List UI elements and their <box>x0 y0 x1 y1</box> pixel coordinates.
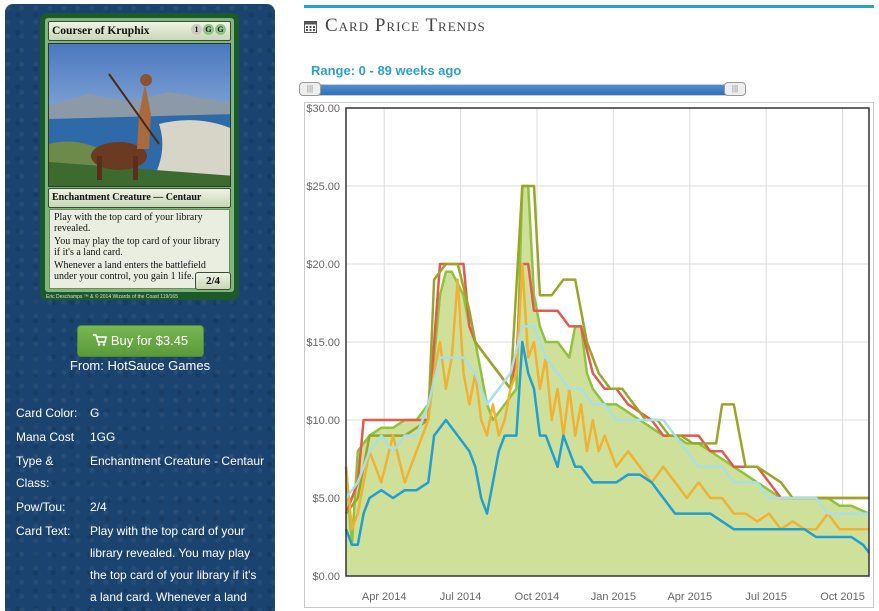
price-chart-frame <box>304 102 874 608</box>
series-area-fill <box>346 186 869 576</box>
mana-symbol-generic: 1 <box>191 24 202 35</box>
info-value: G <box>90 406 100 420</box>
card-frame: Courser of Kruphix 1 G G <box>45 18 234 292</box>
series-line-3 <box>345 184 869 515</box>
info-row-type: Type & Class: Enchantment Creature - Cen… <box>16 450 271 494</box>
info-label: Type & Class: <box>16 454 54 490</box>
card-power-toughness: 2/4 <box>195 272 231 290</box>
info-label: Card Text: <box>16 524 71 538</box>
card-name-bar: Courser of Kruphix 1 G G <box>48 21 231 41</box>
section-title: Card Price Trends <box>304 15 486 39</box>
x-tick-label: Apr 2014 <box>362 591 407 603</box>
info-row-color: Card Color: G <box>16 402 271 424</box>
y-tick-label: $30.00 <box>306 103 340 115</box>
y-tick-label: $0.00 <box>312 571 340 583</box>
x-tick-label: Jul 2015 <box>745 591 787 603</box>
y-tick-label: $5.00 <box>312 493 340 505</box>
y-tick-label: $15.00 <box>306 337 340 349</box>
cart-icon <box>92 327 107 357</box>
y-tick-label: $20.00 <box>306 259 340 271</box>
x-tick-label: Oct 2015 <box>820 591 865 603</box>
card-sidebar: Courser of Kruphix 1 G G <box>5 4 275 611</box>
card-info-table: Card Color: G Mana Cost 1GG Type & Class… <box>16 402 271 610</box>
card-type-line: Enchantment Creature — Centaur <box>48 188 231 208</box>
card-image: Courser of Kruphix 1 G G <box>40 13 239 300</box>
info-label: Card Color: <box>16 406 78 420</box>
buy-button[interactable]: Buy for $3.45 <box>77 325 204 357</box>
y-tick-label: $25.00 <box>306 181 340 193</box>
card-rules-line: You may play the top card of your librar… <box>54 236 221 258</box>
buy-button-label: Buy for $3.45 <box>110 333 189 348</box>
range-slider-min-handle[interactable]: ||| <box>299 82 321 96</box>
section-divider <box>304 5 874 8</box>
info-value: 2/4 <box>90 500 107 514</box>
x-tick-label: Jan 2015 <box>591 591 636 603</box>
calendar-icon <box>304 17 317 39</box>
vendor-name: From: HotSauce Games <box>69 358 211 373</box>
card-artist-credit: Eric Deschamps ™ & © 2014 Wizards of the… <box>46 294 178 300</box>
section-title-text: Card Price Trends <box>325 15 486 36</box>
card-artist: Eric Deschamps <box>46 294 83 300</box>
x-tick-label: Jul 2014 <box>440 591 482 603</box>
card-copyright: ™ & © 2014 Wizards of the Coast 119/165 <box>83 294 178 300</box>
info-row-pow-tou: Pow/Tou: 2/4 <box>16 496 271 518</box>
y-tick-label: $10.00 <box>306 415 340 427</box>
mana-symbol-green: G <box>203 24 214 35</box>
series-line-4 <box>344 262 869 531</box>
info-label: Mana Cost <box>16 430 75 444</box>
series-line-5 <box>345 325 869 515</box>
card-rules-line: Play with the top card of your library r… <box>54 212 203 234</box>
info-row-card-text: Card Text: Play with the top card of you… <box>16 520 271 608</box>
mana-cost-symbols: 1 G G <box>191 24 226 35</box>
info-label: Pow/Tou: <box>16 500 66 514</box>
info-value: Play with the top card of your library r… <box>90 524 257 604</box>
info-value: 1GG <box>90 430 116 444</box>
info-value: Enchantment Creature - Centaur <box>90 454 265 468</box>
card-art <box>48 43 231 187</box>
range-slider-max-handle[interactable]: ||| <box>724 82 746 96</box>
mana-symbol-green: G <box>215 24 226 35</box>
card-rules-line: Whenever a land enters the battlefield u… <box>54 260 206 282</box>
info-row-mana-cost: Mana Cost 1GG <box>16 426 271 448</box>
plot-border <box>345 107 870 577</box>
range-label: Range: 0 - 89 weeks ago <box>311 63 462 78</box>
price-trend-chart: $0.00 $5.00 $10.00 $15.00 $20.00 $25.00 $30.00… <box>306 103 870 603</box>
x-tick-label: Apr 2015 <box>667 591 712 603</box>
card-rules-text: Play with the top card of your library r… <box>49 209 230 289</box>
series-line-1 <box>344 184 870 547</box>
series-line-6 <box>344 340 870 554</box>
range-slider[interactable]: ||| ||| <box>299 82 746 96</box>
x-tick-label: Oct 2014 <box>515 591 560 603</box>
card-name: Courser of Kruphix <box>52 25 150 37</box>
